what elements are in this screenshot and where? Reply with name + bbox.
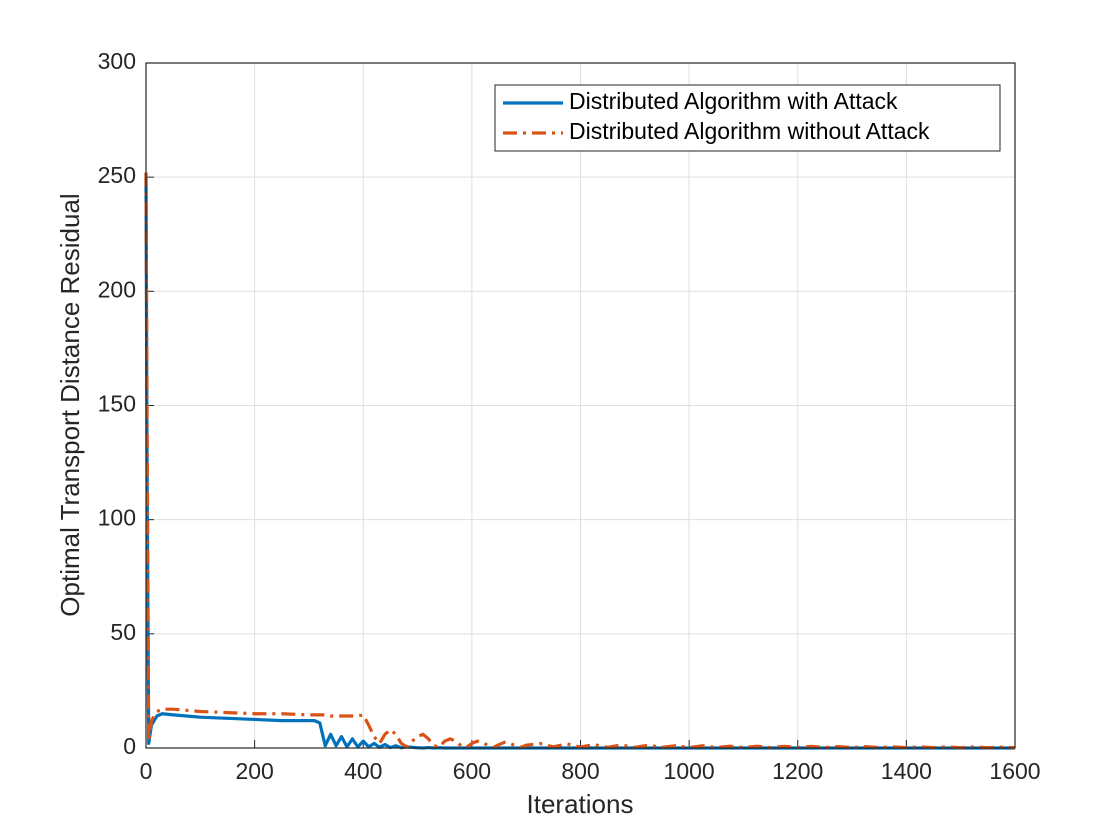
y-tick-label: 100 (98, 505, 136, 531)
x-axis-label: Iterations (527, 789, 634, 819)
x-tick-label: 1000 (664, 758, 715, 784)
y-tick-label: 200 (98, 276, 136, 302)
x-tick-label: 800 (561, 758, 599, 784)
legend-label: Distributed Algorithm without Attack (569, 118, 930, 144)
x-tick-label: 200 (235, 758, 273, 784)
y-tick-label: 0 (123, 733, 136, 759)
axes-box (145, 62, 1016, 749)
x-tick-label: 400 (344, 758, 382, 784)
y-tick-label: 250 (98, 162, 136, 188)
legend-box (494, 84, 1001, 152)
x-tick-label: 1600 (989, 758, 1040, 784)
y-tick-label: 50 (110, 619, 136, 645)
series-line (144, 172, 1016, 750)
x-tick-label: 1400 (881, 758, 932, 784)
y-tick-label: 150 (98, 391, 136, 417)
x-tick-label: 1200 (772, 758, 823, 784)
x-tick-label: 0 (140, 758, 153, 784)
y-axis-label: Optimal Transport Distance Residual (55, 193, 85, 616)
legend: Distributed Algorithm with Attack Distrib… (494, 84, 1001, 152)
y-tick-label: 300 (98, 48, 136, 74)
legend-label: Distributed Algorithm with Attack (569, 88, 898, 114)
x-tick-label: 600 (453, 758, 491, 784)
